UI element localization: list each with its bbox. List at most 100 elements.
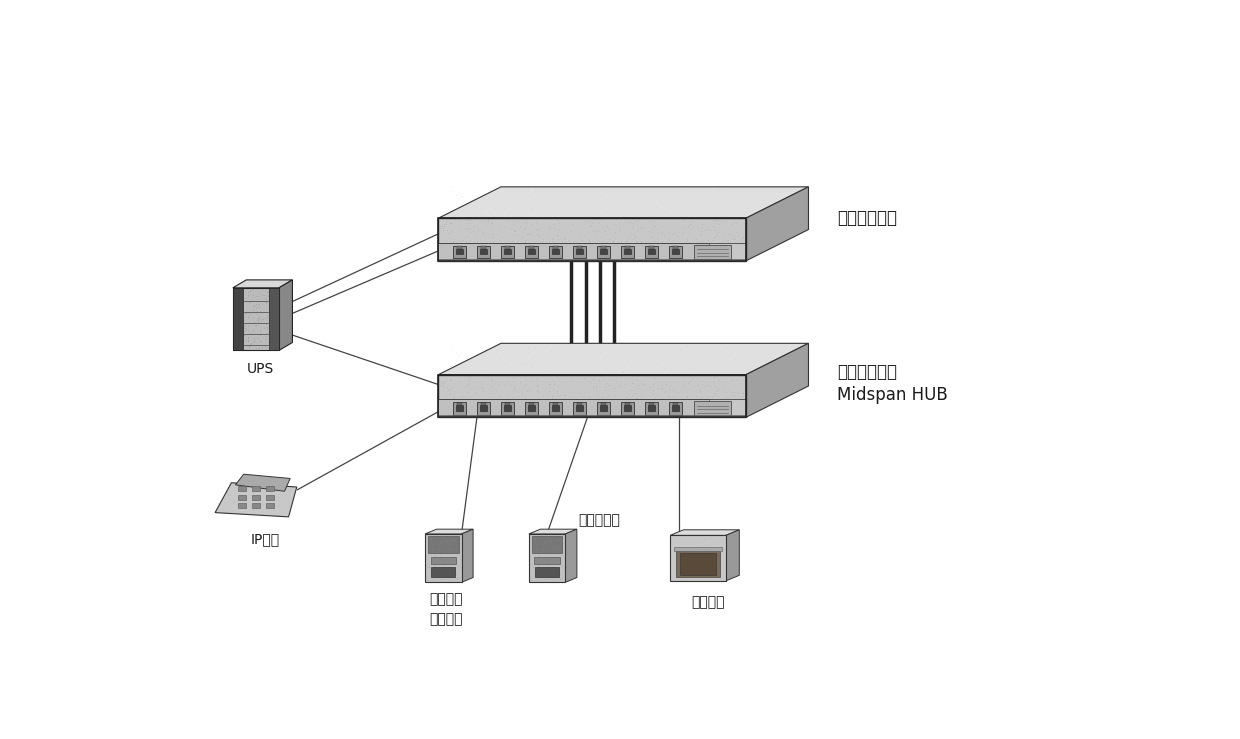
Point <box>435 208 455 220</box>
Point <box>430 543 450 555</box>
Point <box>534 548 554 559</box>
Point <box>512 199 532 211</box>
Point <box>652 219 672 231</box>
Point <box>564 361 584 373</box>
Point <box>652 236 672 248</box>
Point <box>677 234 697 245</box>
Point <box>536 213 556 225</box>
Point <box>248 484 268 496</box>
Point <box>248 299 268 311</box>
Point <box>459 370 479 382</box>
Point <box>229 330 249 341</box>
Point <box>600 369 620 381</box>
Bar <box>600 405 608 411</box>
Point <box>518 185 538 197</box>
Point <box>683 362 703 374</box>
Point <box>613 209 632 221</box>
Point <box>474 228 494 240</box>
Point <box>449 572 469 584</box>
Point <box>541 222 560 234</box>
Point <box>727 185 746 197</box>
Point <box>484 393 503 405</box>
Bar <box>453 245 466 258</box>
Point <box>501 378 521 390</box>
Point <box>471 382 491 394</box>
Point <box>458 230 477 242</box>
Point <box>663 391 683 403</box>
Point <box>482 217 502 229</box>
Point <box>720 386 740 398</box>
Point <box>702 390 722 402</box>
Point <box>660 384 680 395</box>
Point <box>433 222 453 234</box>
Point <box>706 384 725 395</box>
Point <box>605 232 625 244</box>
Text: 无线局域: 无线局域 <box>429 592 463 606</box>
Point <box>443 211 463 223</box>
Point <box>631 392 651 404</box>
Point <box>227 337 247 349</box>
Point <box>632 222 652 234</box>
Point <box>543 547 563 559</box>
Point <box>621 228 641 239</box>
Point <box>456 223 476 235</box>
Point <box>527 574 547 586</box>
Point <box>456 380 476 392</box>
Point <box>433 559 453 571</box>
Point <box>432 536 451 548</box>
Point <box>259 286 279 298</box>
Point <box>503 375 523 386</box>
Point <box>649 389 668 401</box>
Point <box>574 215 594 227</box>
Point <box>670 188 689 200</box>
Point <box>583 382 603 394</box>
Point <box>667 230 687 242</box>
Point <box>552 572 572 584</box>
Point <box>593 392 613 403</box>
Point <box>596 228 616 239</box>
Point <box>458 386 477 398</box>
Bar <box>528 405 536 411</box>
Point <box>677 340 697 352</box>
Point <box>549 217 569 228</box>
Point <box>257 287 277 299</box>
Bar <box>624 405 631 411</box>
Point <box>611 355 631 367</box>
Point <box>610 214 630 225</box>
Point <box>656 222 676 234</box>
Point <box>262 310 281 322</box>
Point <box>606 219 626 231</box>
Point <box>438 228 458 239</box>
Point <box>552 560 572 572</box>
Point <box>471 381 491 393</box>
Point <box>465 386 485 398</box>
Bar <box>525 402 538 415</box>
Point <box>476 190 496 202</box>
Point <box>443 544 463 556</box>
Point <box>257 327 277 339</box>
Point <box>252 307 272 319</box>
Point <box>243 324 263 336</box>
Point <box>720 359 740 371</box>
Point <box>471 365 491 377</box>
Point <box>580 392 600 403</box>
Point <box>682 214 702 226</box>
Point <box>503 218 523 230</box>
Point <box>253 330 273 342</box>
Point <box>542 213 562 225</box>
Point <box>515 380 534 392</box>
Point <box>626 235 646 247</box>
Point <box>485 359 505 371</box>
Point <box>443 341 463 353</box>
Point <box>456 235 476 247</box>
Point <box>233 287 253 299</box>
Point <box>533 573 553 585</box>
Bar <box>573 402 587 415</box>
Bar <box>505 246 511 249</box>
Point <box>704 215 724 227</box>
Point <box>464 220 484 232</box>
Point <box>718 236 738 248</box>
Text: 网接入点: 网接入点 <box>429 612 463 626</box>
Point <box>430 379 450 391</box>
Point <box>439 207 459 219</box>
